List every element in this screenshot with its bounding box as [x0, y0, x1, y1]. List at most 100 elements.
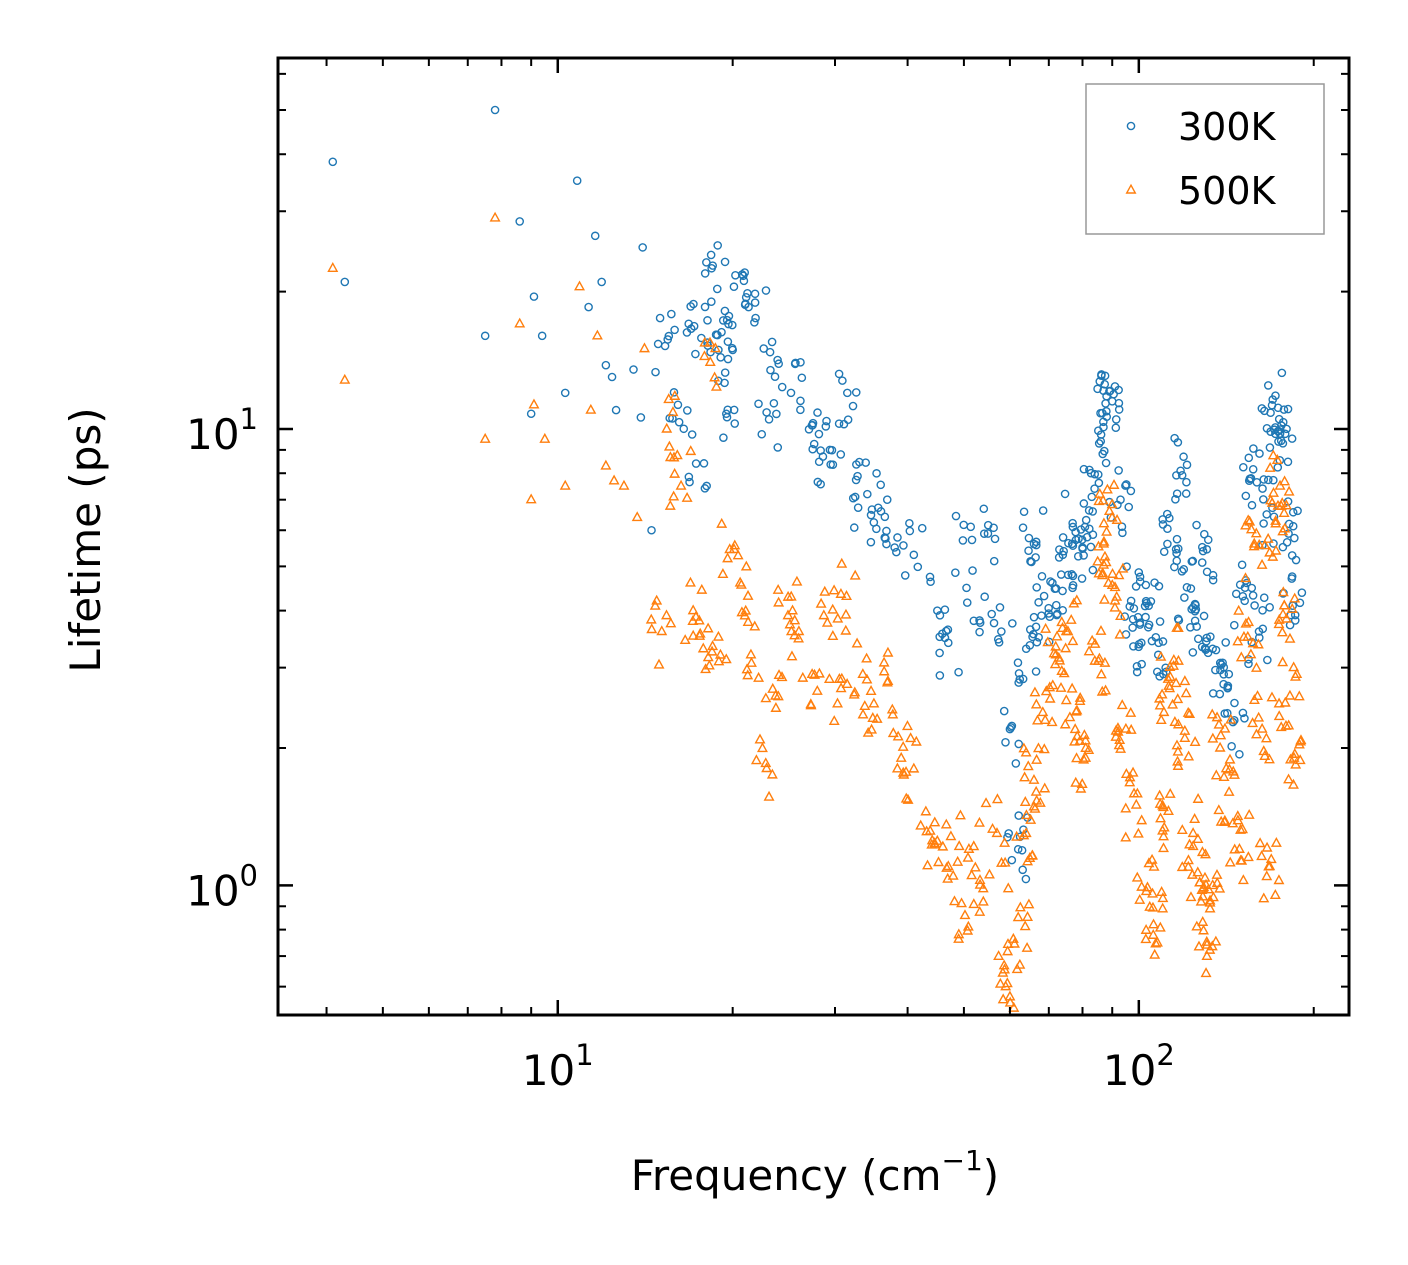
data-point: [1004, 990, 1016, 1001]
data-point: [1256, 850, 1268, 861]
data-point: [1199, 848, 1211, 859]
data-point: [1260, 732, 1272, 743]
data-point: [838, 376, 847, 385]
data-point: [1146, 853, 1158, 864]
data-point: [1253, 538, 1265, 549]
data-point: [720, 378, 729, 388]
data-point: [1253, 711, 1265, 722]
data-point: [490, 105, 500, 115]
data-point: [668, 490, 680, 501]
data-point: [1044, 692, 1056, 703]
data-point: [1065, 613, 1077, 624]
data-point: [997, 966, 1009, 977]
data-point: [926, 577, 935, 587]
data-point: [1023, 898, 1035, 909]
data-point: [1259, 475, 1269, 484]
data-point: [1037, 706, 1049, 717]
data-point: [1192, 833, 1204, 844]
data-point: [1287, 778, 1299, 789]
data-point: [828, 584, 840, 595]
data-point: [1287, 574, 1297, 583]
data-point: [1213, 804, 1225, 815]
data-point: [1243, 808, 1255, 819]
data-point: [1244, 659, 1253, 669]
data-point: [857, 708, 869, 719]
data-point: [1211, 868, 1223, 879]
data-point: [962, 583, 971, 593]
data-point: [1278, 599, 1290, 610]
data-point: [882, 495, 892, 504]
data-point: [636, 413, 646, 422]
data-point: [1172, 718, 1184, 729]
data-point: [1201, 938, 1213, 949]
data-point: [719, 433, 728, 442]
data-point: [1192, 520, 1201, 530]
data-point: [1135, 572, 1145, 582]
data-point: [1125, 723, 1137, 734]
data-point: [1172, 534, 1182, 544]
data-point: [1096, 685, 1108, 696]
data-point: [1199, 611, 1209, 621]
data-point: [1093, 384, 1102, 394]
data-point: [1183, 750, 1195, 761]
data-point: [819, 585, 831, 596]
data-point: [1088, 565, 1098, 575]
data-point: [933, 856, 945, 867]
data-point: [1125, 706, 1137, 717]
data-point: [969, 861, 981, 872]
data-point: [728, 543, 740, 554]
data-point: [1259, 539, 1271, 550]
data-point: [1163, 679, 1175, 690]
data-point: [1280, 429, 1290, 439]
y-tick-label: 101: [186, 402, 258, 459]
data-point: [1029, 629, 1038, 639]
legend-label-500K: 500K: [1178, 169, 1277, 213]
data-point: [1011, 830, 1023, 841]
data-point: [1273, 697, 1285, 708]
data-point: [843, 388, 852, 398]
data-point: [663, 440, 675, 451]
data-point: [1217, 660, 1226, 669]
data-point: [1120, 612, 1130, 621]
data-point: [872, 524, 881, 534]
data-point: [763, 790, 775, 801]
data-point: [1187, 840, 1199, 851]
data-point: [999, 706, 1009, 716]
data-point: [1048, 647, 1060, 658]
data-point: [997, 627, 1006, 636]
data-point: [1204, 896, 1216, 907]
data-point: [687, 604, 699, 615]
data-point: [727, 320, 737, 330]
data-point: [1071, 704, 1083, 715]
data-point: [1008, 1001, 1020, 1012]
data-point: [825, 445, 835, 455]
data-point: [1013, 844, 1023, 854]
data-point: [1126, 486, 1136, 496]
data-point: [1120, 831, 1132, 842]
data-point: [1158, 515, 1167, 524]
data-point: [1030, 785, 1042, 796]
data-point: [1248, 694, 1260, 704]
data-point: [1081, 515, 1091, 525]
data-point: [703, 316, 712, 325]
data-point: [1158, 520, 1168, 529]
data-point: [1068, 571, 1078, 581]
data-point: [1252, 638, 1264, 649]
data-point: [935, 611, 945, 620]
data-point: [1003, 832, 1012, 842]
data-point: [852, 460, 861, 469]
data-point: [1129, 642, 1138, 651]
data-point: [1197, 882, 1209, 893]
data-point: [968, 840, 980, 851]
data-point: [1184, 838, 1196, 849]
data-point: [1223, 785, 1235, 796]
data-point: [968, 566, 977, 575]
data-point: [818, 609, 830, 620]
data-point: [526, 409, 536, 419]
data-point: [872, 469, 881, 478]
data-point: [1278, 542, 1288, 552]
data-point: [943, 638, 953, 648]
data-point: [811, 684, 823, 695]
data-point: [973, 816, 985, 827]
data-point: [560, 388, 570, 398]
